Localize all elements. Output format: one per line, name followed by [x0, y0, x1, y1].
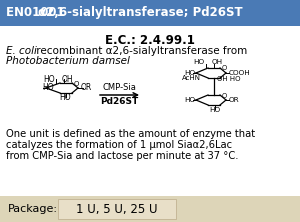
Text: recombinant α2,6-sialyltransferase from: recombinant α2,6-sialyltransferase from — [33, 46, 247, 56]
Text: Photobacterium damsel: Photobacterium damsel — [6, 56, 130, 66]
Text: OH: OH — [212, 59, 223, 65]
Text: O: O — [73, 81, 79, 87]
Text: HO: HO — [209, 107, 220, 113]
Text: α2,6-sialyltransferase; Pd26ST: α2,6-sialyltransferase; Pd26ST — [38, 6, 243, 20]
Text: COOH: COOH — [229, 70, 251, 76]
Text: Package:: Package: — [8, 204, 58, 214]
Text: CMP-Sia: CMP-Sia — [103, 83, 136, 91]
Text: HO: HO — [44, 75, 55, 83]
Text: OR: OR — [81, 83, 92, 93]
FancyBboxPatch shape — [58, 199, 176, 219]
Text: E.C.: 2.4.99.1: E.C.: 2.4.99.1 — [105, 34, 195, 47]
Text: HO: HO — [184, 97, 195, 103]
Text: EN01001: EN01001 — [6, 6, 73, 20]
Text: HO: HO — [42, 83, 54, 93]
Text: from CMP-Sia and lactose per minute at 37 °C.: from CMP-Sia and lactose per minute at 3… — [6, 151, 238, 161]
Text: Pd26ST: Pd26ST — [100, 97, 139, 107]
Bar — [0, 0, 300, 26]
Text: OH: OH — [62, 75, 74, 83]
Text: 1 U, 5 U, 25 U: 1 U, 5 U, 25 U — [76, 202, 158, 216]
Bar — [0, 196, 300, 222]
Text: One unit is defined as the amount of enzyme that: One unit is defined as the amount of enz… — [6, 129, 255, 139]
Text: OH HO: OH HO — [217, 76, 241, 82]
Text: O: O — [221, 65, 226, 71]
Text: HO: HO — [193, 59, 204, 65]
Text: catalyzes the formation of 1 μmol Siaα2,6Lac: catalyzes the formation of 1 μmol Siaα2,… — [6, 140, 232, 150]
Text: HO: HO — [59, 93, 71, 103]
Text: OR: OR — [229, 97, 240, 103]
Text: AcHN: AcHN — [182, 75, 201, 81]
Text: O: O — [221, 93, 226, 99]
Text: E. coli: E. coli — [6, 46, 37, 56]
Text: HO: HO — [184, 70, 195, 76]
